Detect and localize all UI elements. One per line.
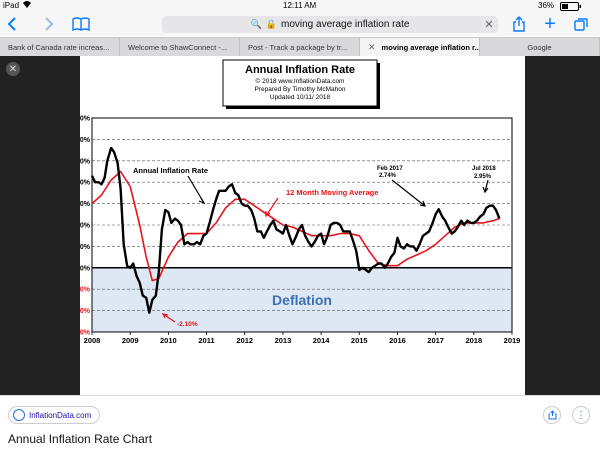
moving-average-line bbox=[91, 170, 500, 282]
chart-subtitle-2: Prepared By Timothy McMahon bbox=[254, 86, 345, 93]
tabs-icon[interactable] bbox=[572, 15, 590, 33]
tab-label: Welcome to ShawConnect -... bbox=[128, 42, 228, 52]
lock-icon: 🔒 bbox=[265, 19, 277, 29]
more-options-icon[interactable]: ⋮ bbox=[572, 406, 590, 424]
annotation-moving-average: 12 Month Moving Average bbox=[286, 188, 378, 197]
arrow-jul-2018-head bbox=[482, 186, 489, 194]
chart-subtitle-1: © 2018 www.InflationData.com bbox=[256, 77, 345, 85]
tab-label: Post - Track a package by tr... bbox=[248, 42, 348, 52]
image-viewer: ✕ Annual Inflation Rate © 2018 www.Infla… bbox=[0, 56, 600, 395]
plot-frame bbox=[91, 117, 513, 333]
source-label: InflationData.com bbox=[29, 410, 92, 420]
tab-moving-average[interactable]: ✕ moving average inflation r... bbox=[360, 38, 480, 56]
device-name: iPad bbox=[3, 1, 20, 10]
tab-shawconnect[interactable]: Welcome to ShawConnect -... bbox=[120, 38, 240, 56]
deflation-label: Deflation bbox=[272, 292, 332, 308]
source-link[interactable]: InflationData.com bbox=[8, 406, 101, 424]
share-icon[interactable] bbox=[510, 15, 528, 33]
chart-title: Annual Inflation Rate bbox=[245, 64, 355, 76]
share-image-icon[interactable] bbox=[543, 406, 561, 424]
chart-panel: Annual Inflation Rate © 2018 www.Inflati… bbox=[68, 56, 525, 395]
arrow-feb-2017-head bbox=[419, 200, 426, 207]
browser-toolbar: 🔍 🔒 moving average inflation rate ✕ + bbox=[0, 12, 600, 36]
close-tab-icon[interactable]: ✕ bbox=[368, 41, 376, 52]
battery-percent: 36% bbox=[538, 1, 555, 10]
globe-icon bbox=[13, 409, 25, 421]
x-tick-label: 2017 bbox=[427, 336, 444, 345]
x-tick-label: 2009 bbox=[122, 336, 139, 345]
x-tick-label: 2011 bbox=[198, 336, 214, 345]
arrow-min-value bbox=[162, 313, 176, 323]
inflation-chart: Annual Inflation Rate © 2018 www.Inflati… bbox=[68, 59, 521, 346]
arrow-moving-average bbox=[265, 197, 279, 217]
annotation-feb-2017-value: 2.74% bbox=[379, 173, 397, 179]
image-caption: Annual Inflation Rate Chart bbox=[8, 432, 153, 446]
y-tick-label: 7.00% bbox=[80, 116, 91, 123]
tab-google[interactable]: Google bbox=[480, 38, 600, 56]
x-tick-label: 2016 bbox=[389, 336, 406, 345]
address-bar[interactable]: 🔍 🔒 moving average inflation rate bbox=[162, 16, 498, 33]
close-viewer-icon[interactable]: ✕ bbox=[6, 62, 20, 76]
tab-label: moving average inflation r... bbox=[381, 42, 480, 52]
y-tick-label: 4.00% bbox=[80, 180, 91, 187]
tab-label: Google bbox=[527, 42, 552, 52]
tab-strip: Bank of Canada rate increas... Welcome t… bbox=[0, 37, 600, 57]
y-tick-label: 1.00% bbox=[80, 244, 91, 251]
battery-icon bbox=[560, 2, 582, 13]
chart-subtitle-3: Updated 10/11/ 2018 bbox=[270, 94, 331, 101]
back-icon[interactable] bbox=[3, 15, 21, 33]
annotation-feb-2017: Feb 2017 bbox=[377, 166, 403, 172]
arrow-jul-2018 bbox=[484, 179, 489, 193]
clock: 12:11 AM bbox=[283, 1, 317, 10]
address-text: moving average inflation rate bbox=[281, 19, 410, 30]
tab-post-track[interactable]: Post - Track a package by tr... bbox=[240, 38, 360, 56]
image-footer: InflationData.com Annual Inflation Rate … bbox=[0, 395, 600, 451]
x-tick-label: 2012 bbox=[236, 336, 253, 345]
new-tab-icon[interactable]: + bbox=[544, 12, 556, 35]
annotation-arrows bbox=[161, 175, 489, 323]
y-tick-label: -2.00% bbox=[80, 308, 91, 315]
tab-bank-of-canada[interactable]: Bank of Canada rate increas... bbox=[0, 38, 120, 56]
bookmarks-icon[interactable] bbox=[72, 15, 90, 33]
y-tick-label: 5.00% bbox=[80, 158, 91, 165]
arrow-annual-head bbox=[198, 197, 206, 205]
forward-icon[interactable] bbox=[40, 15, 58, 33]
wifi-icon bbox=[22, 0, 32, 11]
deflation-region bbox=[92, 267, 512, 332]
x-tick-label: 2010 bbox=[160, 336, 177, 345]
x-tick-label: 2014 bbox=[313, 336, 331, 345]
tab-label: Bank of Canada rate increas... bbox=[8, 42, 110, 52]
search-icon: 🔍 bbox=[250, 19, 262, 29]
arrow-moving-average-head bbox=[265, 211, 271, 218]
annotation-annual: Annual Inflation Rate bbox=[133, 166, 208, 175]
y-tick-label: -3.00% bbox=[80, 330, 91, 337]
annotation-jul-2018-value: 2.95% bbox=[474, 174, 492, 180]
clear-icon[interactable]: ✕ bbox=[484, 18, 494, 31]
y-tick-label: 2.00% bbox=[80, 223, 91, 230]
x-tick-label: 2018 bbox=[465, 336, 482, 345]
y-tick-label: 3.00% bbox=[80, 201, 91, 208]
arrow-min-value-head bbox=[161, 313, 169, 319]
x-tick-label: 2013 bbox=[275, 336, 292, 345]
status-bar: iPad 12:11 AM 36% bbox=[0, 0, 600, 12]
annotation-jul-2018: Jul 2018 bbox=[472, 166, 496, 172]
y-tick-label: -1.00% bbox=[80, 287, 91, 294]
x-tick-label: 2008 bbox=[84, 336, 101, 345]
annual-inflation-line bbox=[90, 146, 501, 314]
y-tick-label: 0.00% bbox=[80, 265, 91, 272]
arrow-feb-2017 bbox=[391, 179, 426, 207]
y-tick-label: 6.00% bbox=[80, 137, 91, 144]
chart-title-box: Annual Inflation Rate © 2018 www.Inflati… bbox=[222, 59, 380, 109]
x-tick-label: 2015 bbox=[351, 336, 368, 345]
plot-area: 7.00% 6.00% 5.00% 4.00% 3.00% 2.00% 1.00% 0.00%… bbox=[68, 116, 521, 346]
x-tick-label: 2019 bbox=[504, 336, 521, 345]
annotation-min-value: -2.10% bbox=[177, 321, 198, 328]
